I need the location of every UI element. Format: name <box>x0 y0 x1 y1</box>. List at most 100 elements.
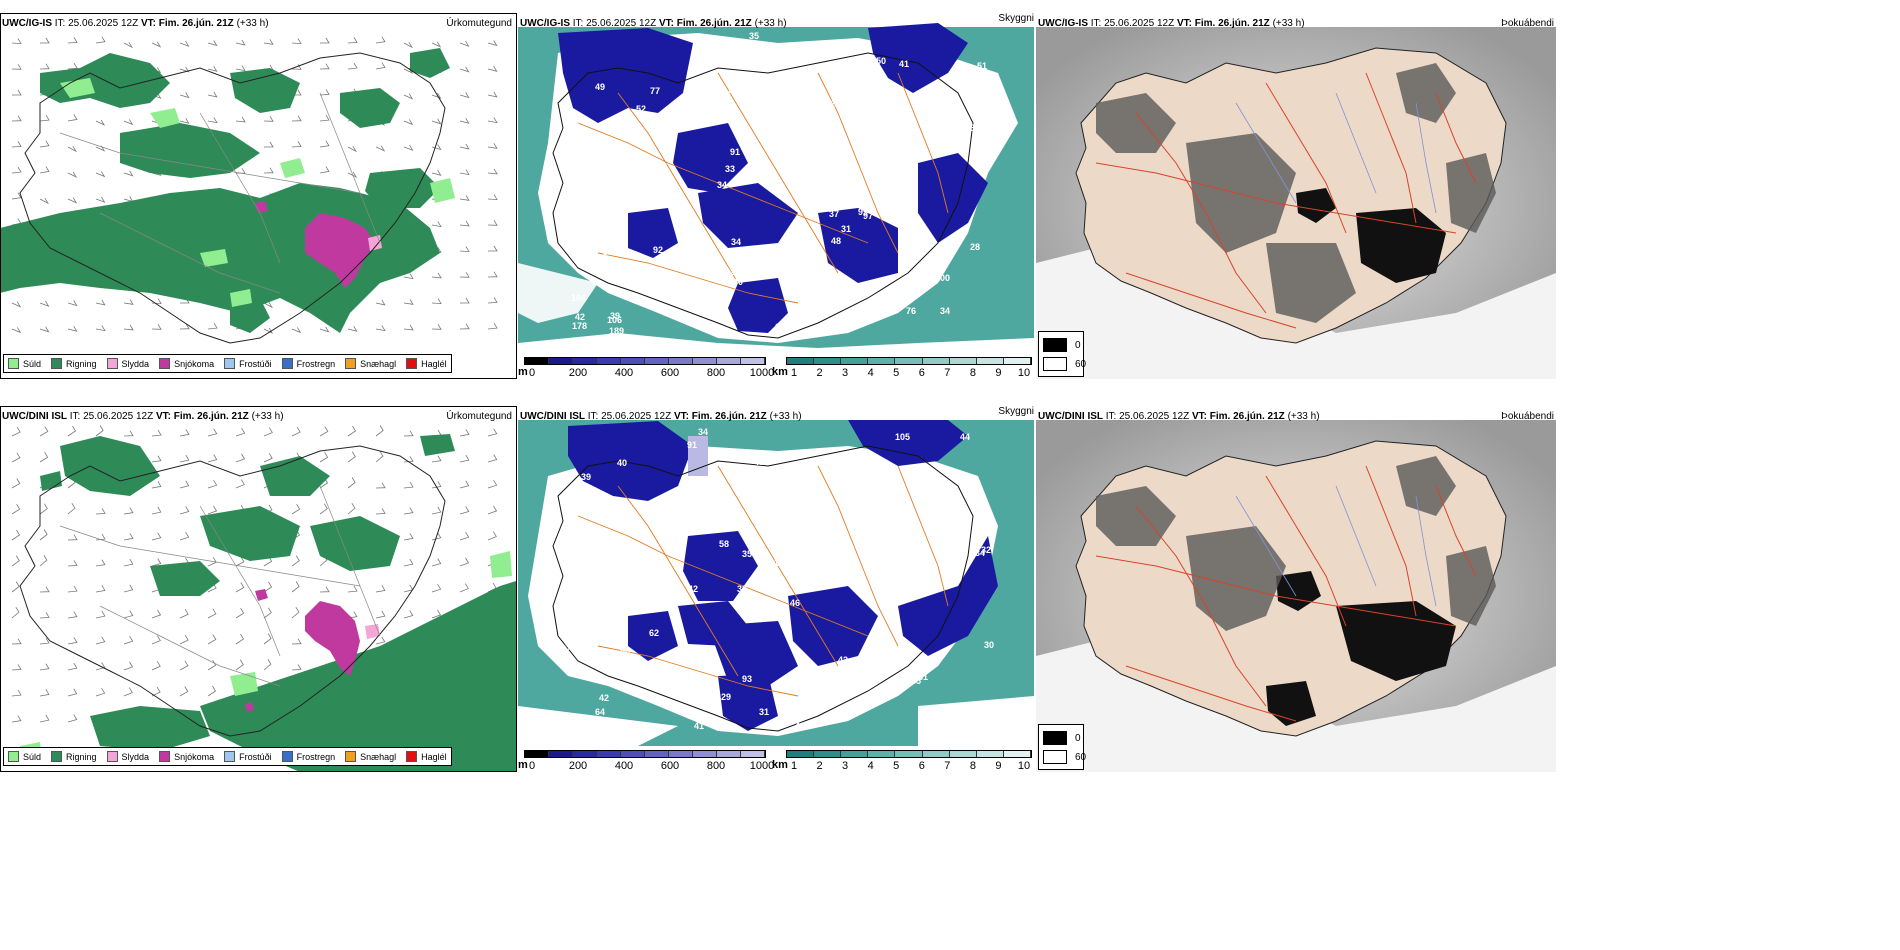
fog-low-label: 60 <box>1075 358 1087 370</box>
legend-item: Frostúði <box>224 358 272 369</box>
colorbar-tick-label: 7 <box>944 760 951 772</box>
wind-barb <box>11 581 20 593</box>
wind-barb <box>123 170 134 177</box>
colorbar-tick-label: 10 <box>1017 367 1031 379</box>
wind-barb <box>11 606 20 619</box>
wind-barb <box>39 714 50 723</box>
visibility-value-label: 123 <box>588 148 603 158</box>
colorbar-tick-label: 9 <box>995 367 1002 379</box>
wind-barb <box>375 325 386 332</box>
wind-barb <box>39 554 48 567</box>
wind-barb <box>151 429 162 437</box>
precip-legend: Súld Rigning Slydda Snjókoma Frostúði Frostre… <box>3 747 452 766</box>
visibility-value-label: 38 <box>742 139 752 149</box>
wind-barb <box>39 503 48 515</box>
wind-barb <box>459 429 470 437</box>
visibility-value-label: 30 <box>657 161 667 171</box>
wind-barb <box>235 65 246 72</box>
colorbar-step <box>597 358 621 364</box>
wind-barb <box>319 89 330 96</box>
legend-swatch <box>106 751 118 762</box>
visibility-unit: km <box>772 366 788 378</box>
visibility-value-label: 76 <box>906 306 916 316</box>
fog-map-igis <box>1036 27 1556 379</box>
wind-barb <box>459 506 470 515</box>
visibility-value-label: 40 <box>733 277 743 287</box>
visibility-colorbar: km 1 2 3 4 5 6 7 8 9 10 <box>772 357 1034 379</box>
wind-barb <box>347 477 356 489</box>
legend-item: Slydda <box>106 358 149 369</box>
wind-barb <box>95 119 106 126</box>
wind-barb <box>375 425 384 437</box>
legend-swatch <box>281 751 293 762</box>
legend-swatch <box>406 358 418 369</box>
wind-barb <box>488 245 498 252</box>
visibility-value-label: 681 <box>676 122 691 132</box>
fog-map-dini <box>1036 420 1556 772</box>
colorbar-step <box>621 358 645 364</box>
colorbar-step <box>645 358 669 364</box>
wind-barb <box>319 140 330 148</box>
visibility-value-label: 39 <box>789 156 799 166</box>
wind-barb <box>319 503 328 515</box>
visibility-value-label: 34 <box>731 237 741 247</box>
wind-barb <box>487 297 498 304</box>
wind-barb <box>207 634 217 645</box>
colorbar-step <box>841 358 869 364</box>
visibility-value-label: 39 <box>610 311 620 321</box>
wind-barb <box>291 38 302 45</box>
wind-barb <box>179 480 190 489</box>
wind-barb <box>151 506 162 515</box>
wind-barb <box>11 115 22 122</box>
panel-type-label: Skyggni <box>998 13 1034 24</box>
drizzle-areas <box>60 78 455 307</box>
colorbar-tick-label: 0 <box>528 760 536 772</box>
wind-barb <box>403 299 414 305</box>
visibility-value-label: 28 <box>970 242 980 252</box>
wind-barb <box>431 481 442 489</box>
visibility-value-label: 35 <box>565 642 575 652</box>
wind-barb <box>151 455 162 463</box>
wind-barb <box>95 325 106 332</box>
visibility-panel-dini: 34 45 34 33 46 50 39 400 276 153 173 64 91 42 49 73 93 10… <box>518 406 1034 772</box>
wind-barb <box>431 298 442 305</box>
wind-barb <box>67 560 78 567</box>
legend-label: Haglél <box>421 751 447 762</box>
wind-barb <box>207 479 218 489</box>
wind-barb <box>375 585 386 593</box>
road-lines <box>59 92 381 294</box>
visibility-value-label: 162 <box>688 120 703 130</box>
visibility-value-label: 52 <box>907 544 917 554</box>
colorbar-step <box>787 358 815 364</box>
wind-barb <box>459 143 470 150</box>
colorbar-step <box>1003 358 1031 364</box>
wind-barb <box>123 430 134 437</box>
visibility-value-label: 34 <box>698 427 708 437</box>
wind-barb <box>179 323 190 330</box>
wind-barb <box>11 452 21 463</box>
wind-barb <box>11 529 21 541</box>
visibility-value-label: 109 <box>639 280 654 290</box>
legend-item: Frostúði <box>224 751 272 762</box>
wind-barb <box>39 166 50 174</box>
wind-barb <box>487 91 498 98</box>
wind-barb <box>11 478 21 489</box>
visibility-value-label: 46 <box>790 598 800 608</box>
colorbar-tick-label: 8 <box>969 367 976 379</box>
wind-barb <box>151 41 162 48</box>
visibility-value-label: 28 <box>590 253 600 263</box>
colorbar-tick-label: 800 <box>706 367 726 379</box>
wind-barb <box>67 114 78 122</box>
legend-item: Snjókoma <box>159 751 214 762</box>
wind-barb <box>487 143 498 149</box>
legend-label: Haglél <box>421 358 447 369</box>
wind-barb <box>207 685 217 697</box>
wind-barb <box>207 454 218 463</box>
wind-barb <box>403 610 414 619</box>
panel-type-label: Úrkomutegund <box>446 411 512 422</box>
colorbar-tick-label: 400 <box>614 367 634 379</box>
legend-item: Frostregn <box>281 358 335 369</box>
wind-barb <box>95 636 106 645</box>
colorbar-step <box>814 751 842 757</box>
legend-label: Snjókoma <box>174 751 215 762</box>
